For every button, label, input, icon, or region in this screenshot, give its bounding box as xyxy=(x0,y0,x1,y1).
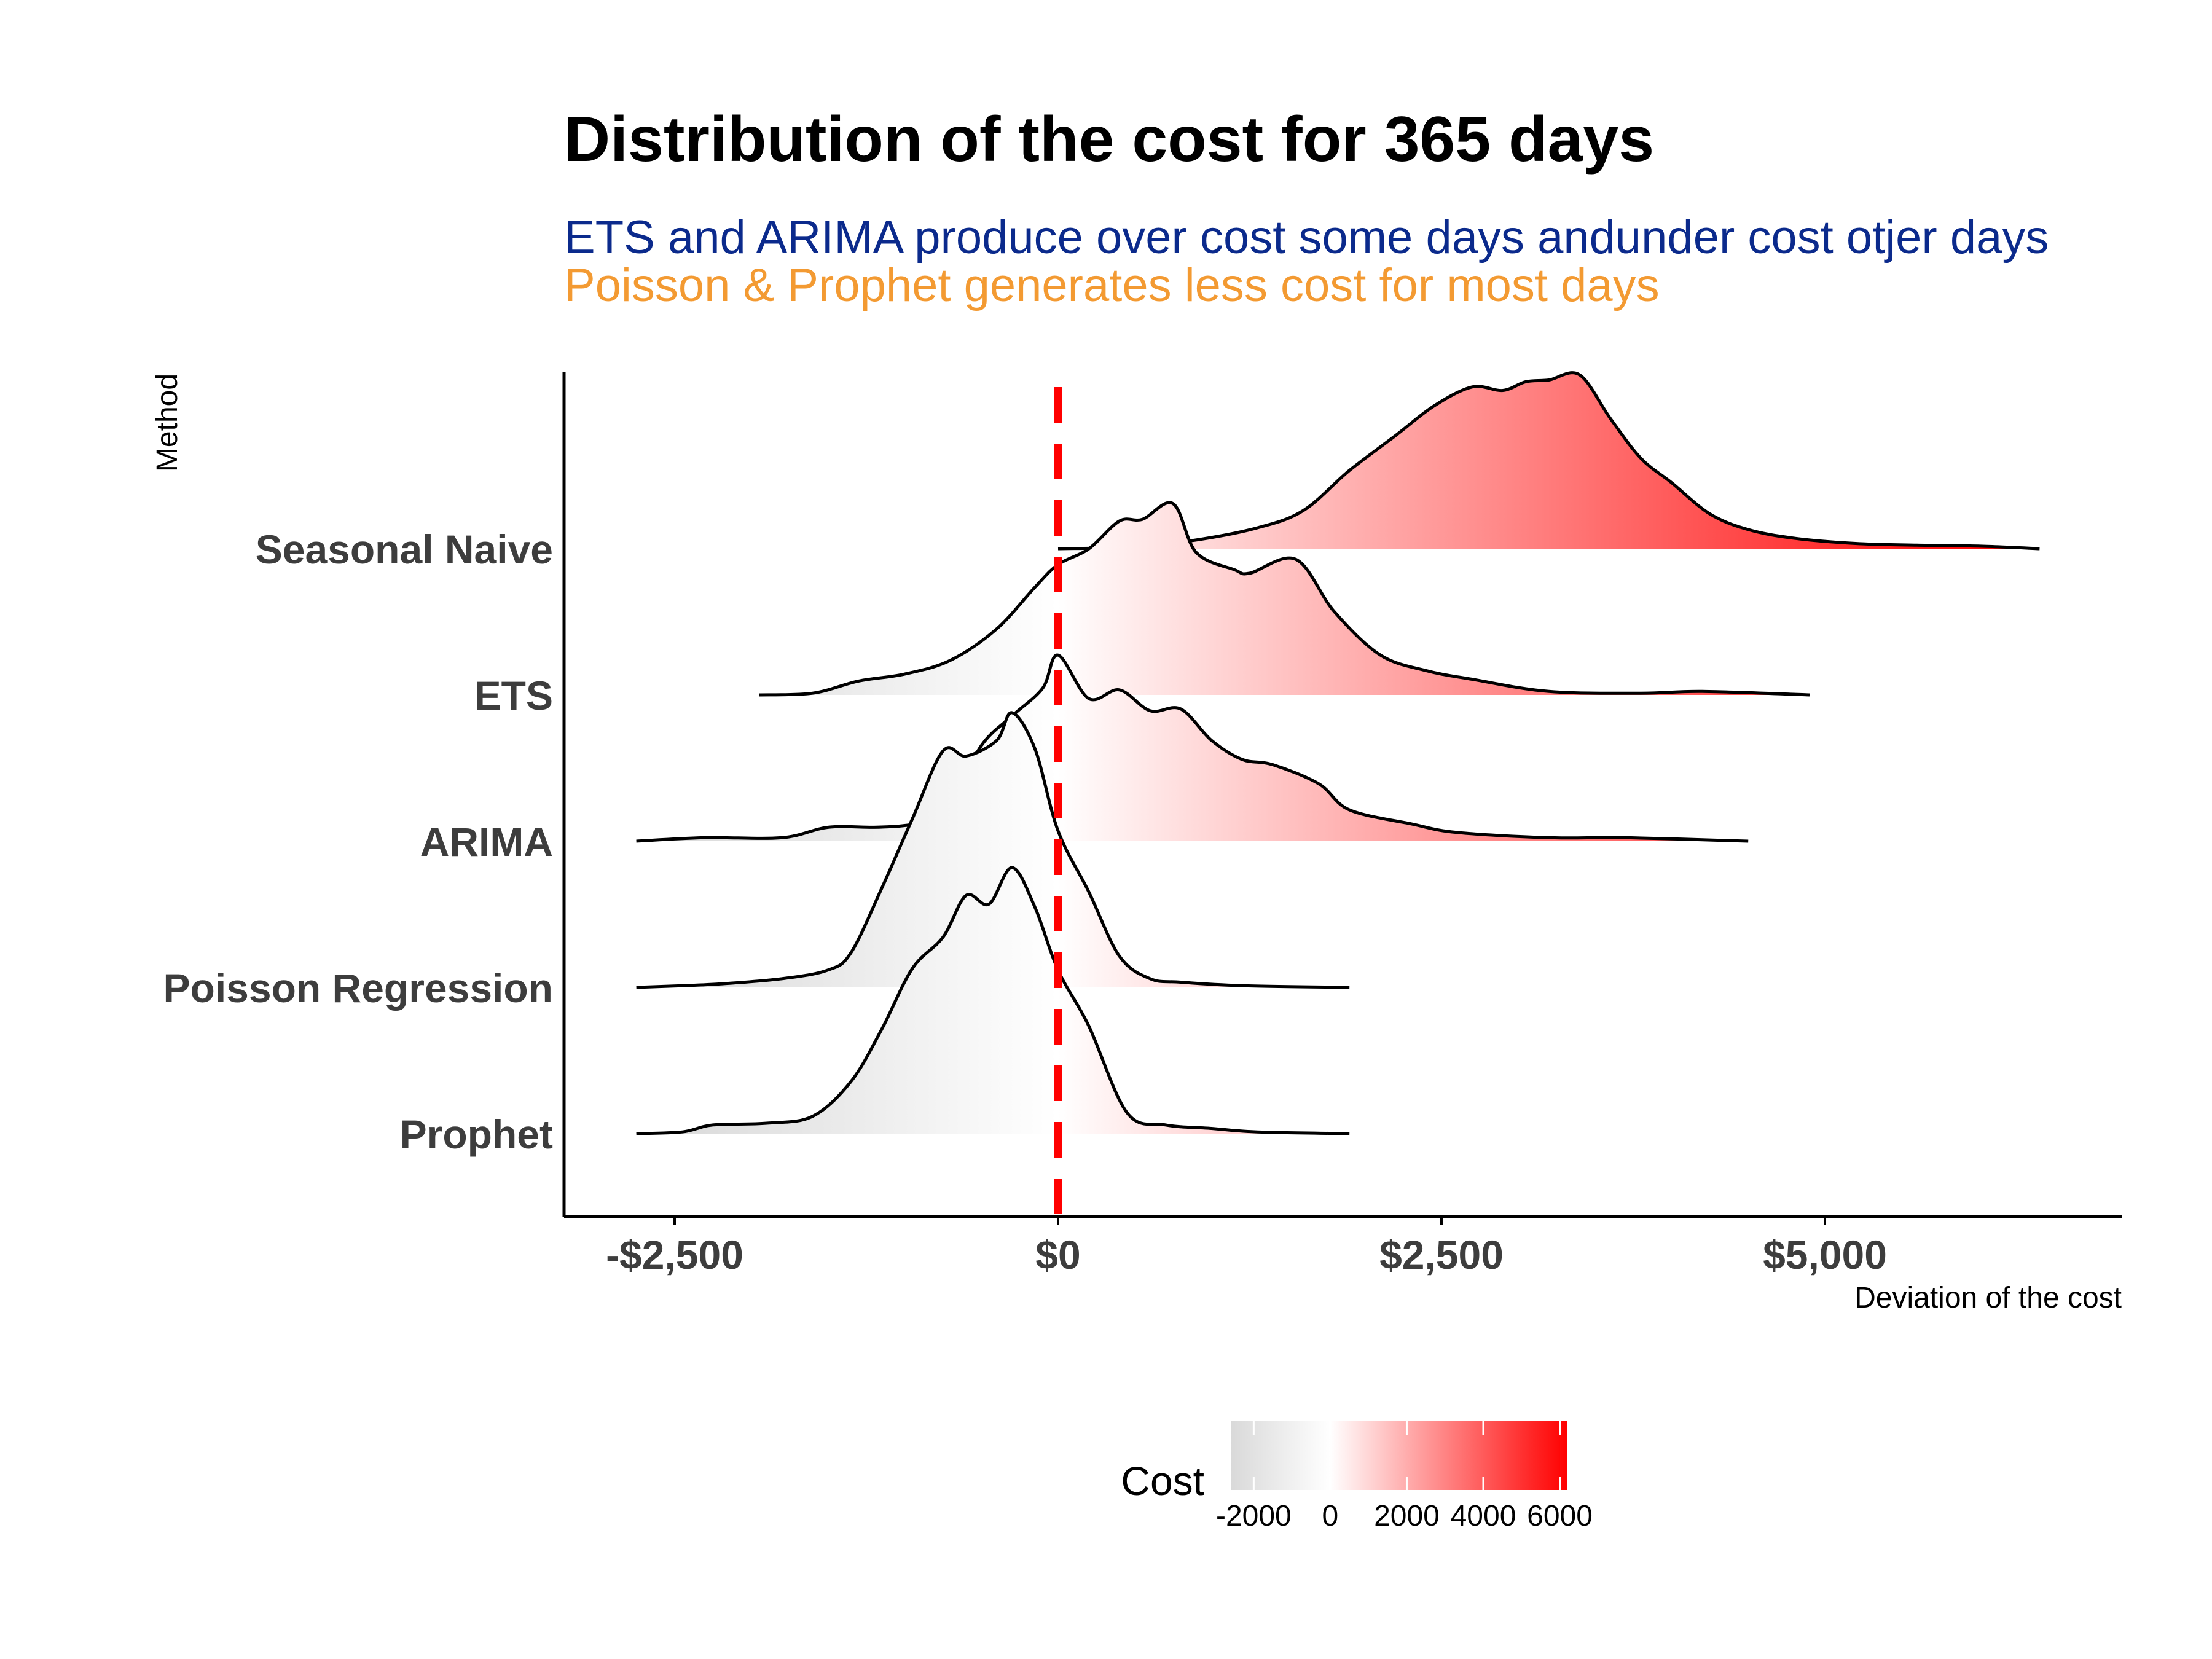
legend-colorbar xyxy=(1231,1421,1567,1490)
legend-tick-label: 6000 xyxy=(1527,1500,1593,1532)
x-axis-title: Deviation of the cost xyxy=(1854,1282,2122,1314)
y-axis-title: Method xyxy=(151,374,184,472)
legend-ticks: -2000 0 2000 4000 6000 xyxy=(1216,1421,1593,1532)
y-tick-label-poisson-regression: Poisson Regression xyxy=(163,965,553,1011)
x-tick-label: $5,000 xyxy=(1763,1232,1887,1277)
ridge-line-seasonal-naive xyxy=(1057,371,2040,551)
ridge-fill-arima xyxy=(636,655,1749,841)
chart-subtitle-line-2: Poisson & Prophet generates less cost fo… xyxy=(564,259,1660,312)
ridge-line-poisson-regression xyxy=(636,711,1350,989)
y-tick-label-ets: ETS xyxy=(474,673,553,718)
ridge-fill-prophet xyxy=(636,867,1350,1134)
y-tick-label-seasonal-naive: Seasonal Naive xyxy=(256,527,553,572)
chart-title: Distribution of the cost for 365 days xyxy=(564,104,1654,175)
ridges-layer xyxy=(636,371,2040,1135)
fill-legend: Cost -2000 0 2000 4000 6000 xyxy=(1121,1421,1593,1532)
legend-tick-label: 0 xyxy=(1322,1500,1339,1532)
y-tick-labels: Seasonal Naive ETS ARIMA Poisson Regression… xyxy=(163,527,553,1157)
x-tick-label: $2,500 xyxy=(1379,1232,1504,1277)
y-tick-label-prophet: Prophet xyxy=(400,1112,553,1157)
ridge-fill-ets xyxy=(759,503,1810,695)
ridge-fill-seasonal-naive xyxy=(1058,372,2040,549)
y-tick-label-arima: ARIMA xyxy=(420,819,553,865)
ridge-line-arima xyxy=(636,653,1749,843)
legend-tick-label: 2000 xyxy=(1374,1500,1440,1532)
x-tick-label: -$2,500 xyxy=(606,1232,743,1277)
ridge-line-prophet xyxy=(636,866,1350,1135)
x-tick-labels: -$2,500 $0 $2,500 $5,000 xyxy=(606,1217,1887,1277)
chart-subtitle-line-1: ETS and ARIMA produce over cost some day… xyxy=(564,211,2049,264)
x-tick-label: $0 xyxy=(1035,1232,1080,1277)
ridge-line-ets xyxy=(759,501,1810,697)
ridge-fill-poisson-regression xyxy=(636,712,1350,987)
legend-tick-label: 4000 xyxy=(1451,1500,1516,1532)
legend-title: Cost xyxy=(1121,1458,1204,1504)
legend-tick-label: -2000 xyxy=(1216,1500,1292,1532)
